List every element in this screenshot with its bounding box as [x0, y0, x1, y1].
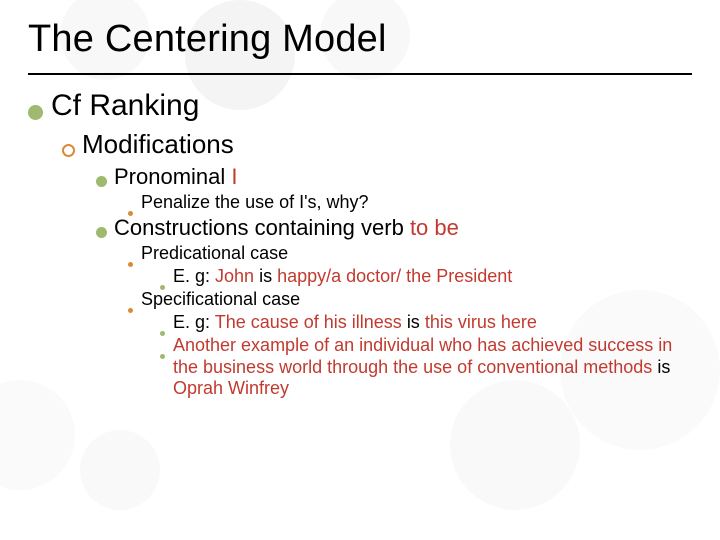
text-part: is [259, 266, 277, 286]
text-accent: Another example of an individual who has… [173, 335, 672, 376]
dot-icon [160, 354, 165, 359]
bullet-text: Predicational case [141, 243, 288, 264]
text-part: Constructions containing verb [114, 215, 410, 240]
text-part: Pronominal [114, 164, 231, 189]
disc-icon [28, 105, 43, 120]
bullet-lvl5: Another example of an individual who has… [160, 335, 692, 399]
text-accent: this virus here [425, 312, 537, 332]
text-accent: Oprah Winfrey [173, 378, 289, 398]
bullet-lvl4: Specificational case [128, 289, 692, 310]
bullet-lvl5: E. g: John is happy/a doctor/ the Presid… [160, 266, 692, 287]
text-accent: happy/a doctor/ the President [277, 266, 512, 286]
bullet-text: Constructions containing verb to be [114, 215, 459, 241]
bullet-text: Modifications [82, 129, 234, 160]
bullet-text: Cf Ranking [51, 89, 199, 123]
bullet-text: Pronominal I [114, 164, 238, 190]
bullet-text: Another example of an individual who has… [173, 335, 692, 399]
text-part: is [657, 357, 670, 377]
bullet-lvl2: Modifications [62, 129, 692, 160]
text-accent: I [231, 164, 237, 189]
text-part: is [407, 312, 425, 332]
bg-circle [450, 380, 580, 510]
disc-icon [96, 176, 107, 187]
text-part: E. g: [173, 266, 215, 286]
dot-icon [128, 211, 133, 216]
bullet-lvl5: E. g: The cause of his illness is this v… [160, 312, 692, 333]
bullet-lvl4: Penalize the use of I's, why? [128, 192, 692, 213]
ring-icon [62, 144, 75, 157]
dot-icon [160, 285, 165, 290]
bullet-lvl1: Cf Ranking [28, 89, 692, 123]
text-accent: to be [410, 215, 459, 240]
text-accent: The cause of his illness [215, 312, 402, 332]
bullet-text: E. g: John is happy/a doctor/ the Presid… [173, 266, 512, 287]
bullet-text: Specificational case [141, 289, 300, 310]
bullet-lvl3: Constructions containing verb to be [96, 215, 692, 241]
bullet-lvl3: Pronominal I [96, 164, 692, 190]
disc-icon [96, 227, 107, 238]
slide-title: The Centering Model [28, 18, 720, 61]
bullet-lvl4: Predicational case [128, 243, 692, 264]
text-accent: John [215, 266, 254, 286]
dot-icon [128, 308, 133, 313]
bullet-text: E. g: The cause of his illness is this v… [173, 312, 537, 333]
bg-circle [80, 430, 160, 510]
text-part: E. g: [173, 312, 215, 332]
dot-icon [128, 262, 133, 267]
bullet-text: Penalize the use of I's, why? [141, 192, 369, 213]
